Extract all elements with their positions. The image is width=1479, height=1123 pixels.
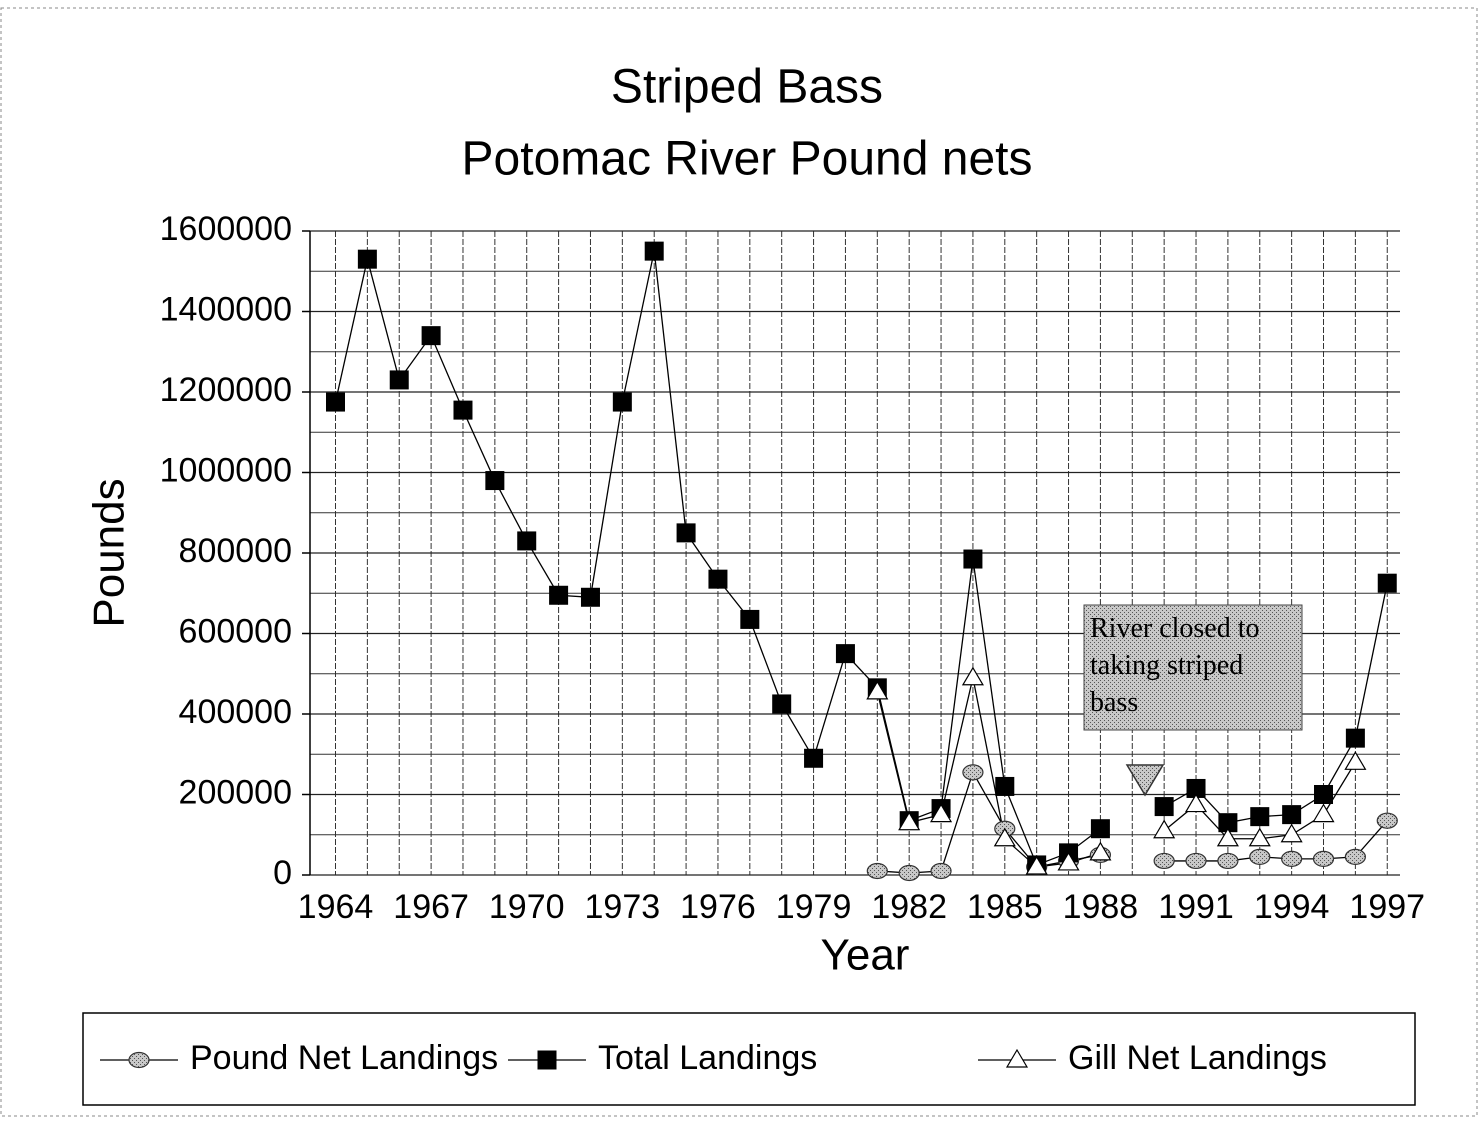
marker xyxy=(961,666,984,686)
marker xyxy=(1281,850,1303,868)
marker xyxy=(1250,807,1270,827)
y-tick-label: 200000 xyxy=(179,773,292,811)
frame xyxy=(0,7,1478,1117)
annotation-box xyxy=(1083,604,1303,731)
marker xyxy=(898,811,921,831)
marker xyxy=(1005,1048,1029,1068)
y-tick-label: 1200000 xyxy=(160,371,292,409)
x-tick-label: 1997 xyxy=(1349,888,1425,926)
marker xyxy=(866,680,889,700)
marker xyxy=(644,241,664,261)
marker xyxy=(1282,805,1302,825)
marker xyxy=(1345,728,1365,748)
legend-label: Gill Net Landings xyxy=(1068,1039,1327,1077)
marker xyxy=(1217,852,1239,870)
marker xyxy=(866,862,888,880)
marker xyxy=(995,776,1015,796)
marker xyxy=(1312,850,1335,868)
x-tick-label: 1994 xyxy=(1254,888,1330,926)
annotation-text-box: River closed to taking striped bass xyxy=(1090,613,1260,718)
marker xyxy=(930,803,953,823)
marker xyxy=(1249,848,1271,865)
marker xyxy=(1312,803,1335,823)
marker xyxy=(835,644,855,664)
y-tick-label: 1600000 xyxy=(160,210,292,248)
marker xyxy=(676,523,696,543)
marker xyxy=(1057,851,1080,871)
marker xyxy=(1090,819,1110,839)
marker xyxy=(963,549,983,569)
plot-area: 0 200000 400000 600000 800000 1000000 1200000 1… xyxy=(160,210,1425,926)
marker xyxy=(517,531,537,551)
marker xyxy=(325,392,345,412)
legend-label: Total Landings xyxy=(598,1039,817,1077)
marker xyxy=(930,862,952,880)
marker xyxy=(421,326,441,346)
legend: Pound Net Landings Total Landings Gill Net… xyxy=(100,1039,1327,1077)
x-tick-label: 1982 xyxy=(871,888,947,926)
y-axis-label: Pounds xyxy=(85,478,134,627)
x-tick-label: 1970 xyxy=(489,888,565,926)
y-tick-label: 600000 xyxy=(179,612,292,650)
marker xyxy=(612,392,632,412)
marker xyxy=(1314,785,1334,804)
x-tick-label: 1964 xyxy=(298,888,374,926)
chart-subtitle: Potomac River Pound nets xyxy=(462,133,1033,186)
x-tick-label: 1991 xyxy=(1158,888,1234,926)
marker xyxy=(1184,793,1208,813)
marker xyxy=(1344,751,1367,770)
marker xyxy=(1089,841,1112,861)
marker xyxy=(1377,573,1397,593)
x-axis-label: Year xyxy=(821,931,910,980)
y-tick-label: 0 xyxy=(273,854,292,892)
marker xyxy=(357,249,377,269)
series-line xyxy=(876,677,1101,868)
marker xyxy=(708,569,728,589)
y-tick-label: 800000 xyxy=(179,532,292,570)
marker xyxy=(1248,827,1271,847)
marker xyxy=(1185,852,1207,870)
marker xyxy=(740,609,760,629)
marker xyxy=(898,864,920,882)
marker xyxy=(549,585,569,605)
y-tick-label: 1000000 xyxy=(160,451,292,489)
marker xyxy=(1216,827,1239,847)
x-tick-label: 1985 xyxy=(967,888,1043,926)
x-tick-label: 1988 xyxy=(1063,888,1139,926)
marker xyxy=(389,370,409,390)
marker xyxy=(580,587,600,607)
y-tick-label: 1400000 xyxy=(160,290,292,328)
marker xyxy=(453,400,473,420)
marker xyxy=(1025,855,1048,875)
x-tick-label: 1976 xyxy=(680,888,756,926)
annotation-pointer xyxy=(1125,764,1165,797)
x-tick-label: 1979 xyxy=(776,888,852,926)
x-tick-label: 1973 xyxy=(585,888,661,926)
marker xyxy=(1154,797,1174,817)
x-tick-label: 1967 xyxy=(393,888,469,926)
marker xyxy=(772,694,792,714)
marker xyxy=(128,1051,150,1069)
legend-label: Pound Net Landings xyxy=(190,1039,498,1077)
marker xyxy=(537,1050,557,1070)
marker xyxy=(1280,823,1303,843)
marker xyxy=(993,827,1016,847)
marker xyxy=(1153,852,1175,870)
marker xyxy=(1153,819,1176,839)
marker xyxy=(1344,848,1366,865)
annotation: River closed to taking striped bass xyxy=(1083,604,1303,797)
chart-title: Striped Bass xyxy=(611,61,883,114)
marker xyxy=(1376,812,1398,829)
y-tick-label: 400000 xyxy=(179,693,292,731)
marker xyxy=(962,764,984,781)
legend-box xyxy=(82,1012,1416,1106)
marker xyxy=(804,748,824,768)
marker xyxy=(485,471,505,491)
annotation-text: River closed to taking striped bass xyxy=(1090,613,1260,718)
